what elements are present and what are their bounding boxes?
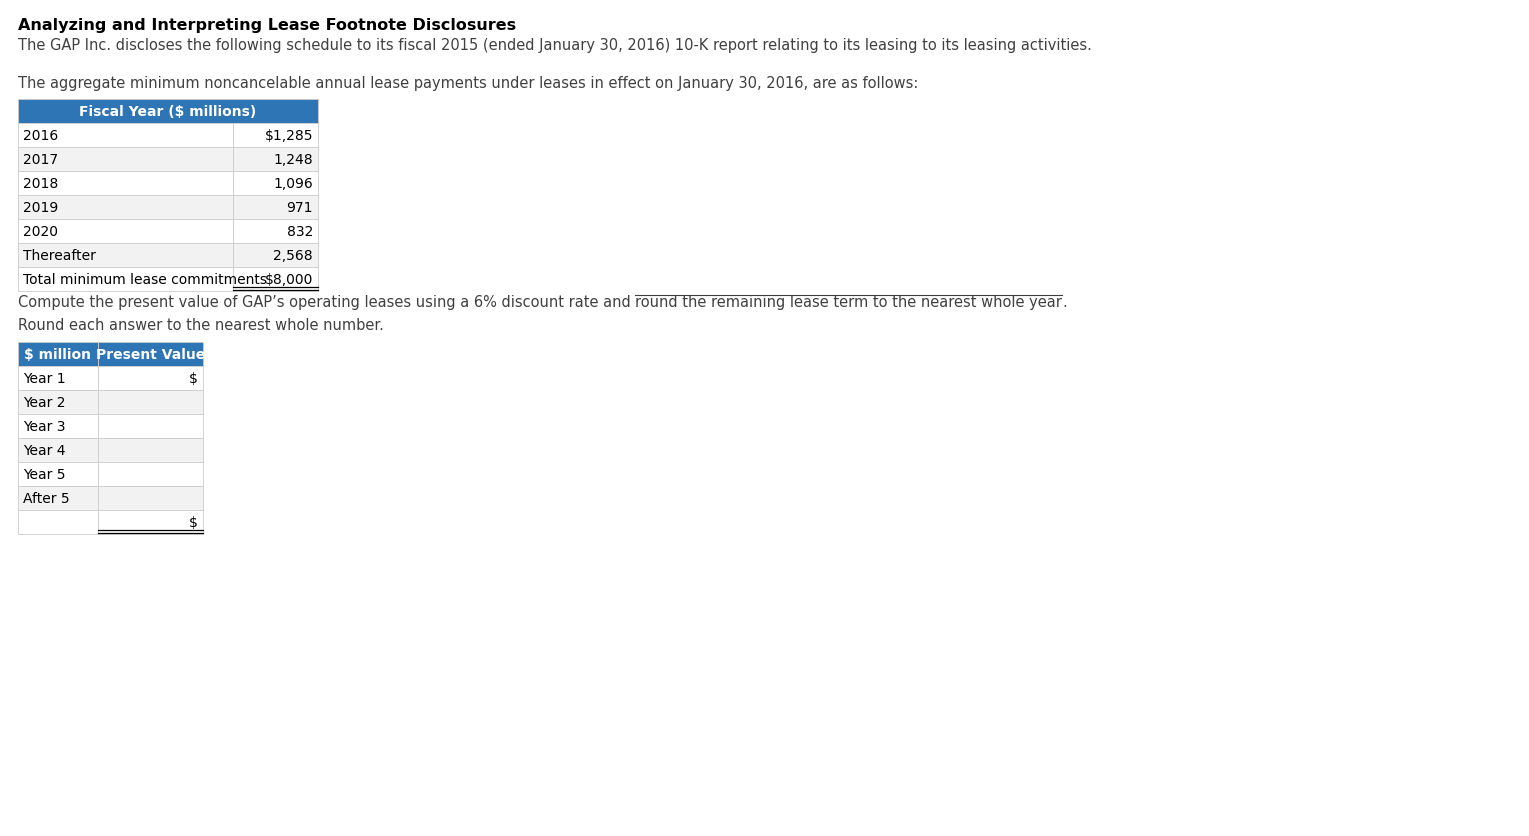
Bar (98, 462, 203, 487)
Bar (232, 244, 318, 268)
Text: 2,568: 2,568 (274, 248, 313, 263)
Text: 2017: 2017 (23, 153, 58, 167)
Text: Year 2: Year 2 (23, 395, 66, 410)
Text: The aggregate minimum noncancelable annual lease payments under leases in effect: The aggregate minimum noncancelable annu… (18, 76, 919, 91)
Text: Year 5: Year 5 (23, 467, 66, 482)
Text: .: . (1063, 294, 1067, 309)
Text: $ million: $ million (24, 348, 92, 361)
Bar (98, 343, 203, 366)
Text: 2020: 2020 (23, 225, 58, 239)
Text: Analyzing and Interpreting Lease Footnote Disclosures: Analyzing and Interpreting Lease Footnot… (18, 18, 517, 33)
Bar (98, 366, 203, 390)
Text: Fiscal Year ($ millions): Fiscal Year ($ millions) (80, 104, 257, 119)
Text: Present Value: Present Value (96, 348, 205, 361)
Text: Compute the present value of GAP’s operating leases using a 6% discount rate and: Compute the present value of GAP’s opera… (18, 294, 636, 309)
Text: 2019: 2019 (23, 201, 58, 215)
Text: 2016: 2016 (23, 129, 58, 143)
Text: 1,096: 1,096 (274, 176, 313, 191)
Bar (18, 268, 232, 292)
Bar (18, 148, 232, 171)
Text: $: $ (190, 371, 197, 385)
Text: Year 1: Year 1 (23, 371, 66, 385)
Bar (232, 148, 318, 171)
Bar (18, 99, 318, 124)
Text: After 5: After 5 (23, 492, 70, 506)
Text: Round each answer to the nearest whole number.: Round each answer to the nearest whole n… (18, 318, 384, 333)
Bar (18, 438, 98, 462)
Bar (18, 220, 232, 244)
Bar (232, 171, 318, 196)
Bar (18, 390, 98, 415)
Bar (18, 462, 98, 487)
Text: Year 3: Year 3 (23, 420, 66, 434)
Text: $1,285: $1,285 (265, 129, 313, 143)
Text: Thereafter: Thereafter (23, 248, 96, 263)
Bar (98, 487, 203, 511)
Text: $: $ (190, 515, 197, 529)
Bar (98, 415, 203, 438)
Bar (98, 438, 203, 462)
Text: 2018: 2018 (23, 176, 58, 191)
Text: $8,000: $8,000 (265, 273, 313, 287)
Bar (18, 487, 98, 511)
Text: round the remaining lease term to the nearest whole year: round the remaining lease term to the ne… (636, 294, 1063, 309)
Bar (18, 343, 98, 366)
Bar (18, 366, 98, 390)
Bar (232, 220, 318, 244)
Bar (232, 268, 318, 292)
Text: 1,248: 1,248 (274, 153, 313, 167)
Text: The GAP Inc. discloses the following schedule to its fiscal 2015 (ended January : The GAP Inc. discloses the following sch… (18, 38, 1092, 53)
Text: 971: 971 (286, 201, 313, 215)
Bar (232, 196, 318, 220)
Text: Year 4: Year 4 (23, 443, 66, 457)
Bar (18, 244, 232, 268)
Bar (98, 390, 203, 415)
Bar (18, 124, 232, 148)
Bar (18, 511, 98, 534)
Bar (98, 511, 203, 534)
Text: Total minimum lease commitments: Total minimum lease commitments (23, 273, 268, 287)
Bar (232, 124, 318, 148)
Bar (18, 196, 232, 220)
Bar (18, 171, 232, 196)
Text: 832: 832 (286, 225, 313, 239)
Bar (18, 415, 98, 438)
